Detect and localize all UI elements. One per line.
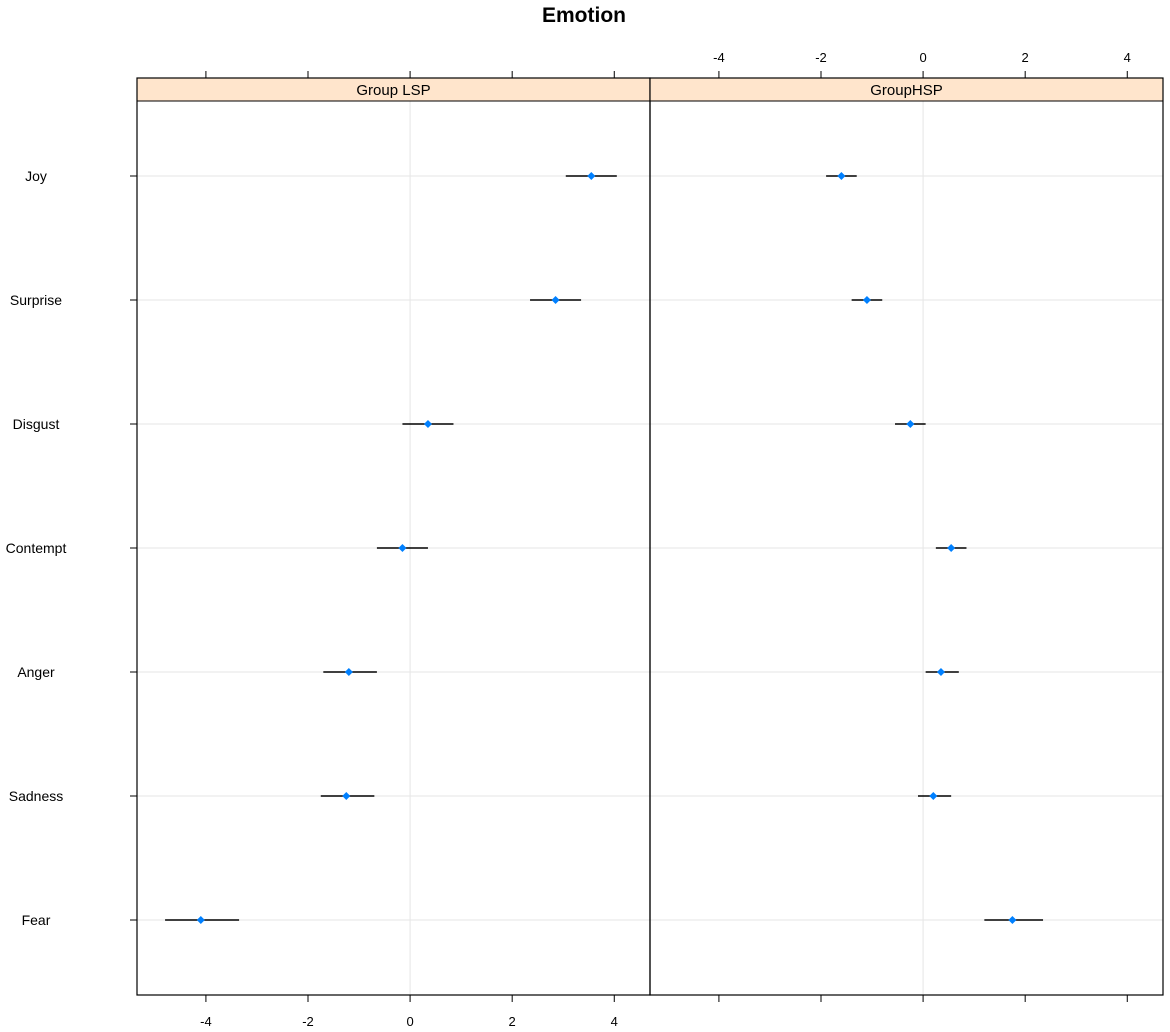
x-tick-label: 2 <box>509 1014 516 1029</box>
category-label: Disgust <box>13 416 60 432</box>
category-label: Surprise <box>10 292 62 308</box>
x-tick-label: 0 <box>919 50 926 65</box>
data-point <box>398 544 407 552</box>
data-point <box>906 420 915 428</box>
data-point <box>342 792 351 800</box>
category-labels: Joy Surprise Disgust Contempt Anger Sadness Fe… <box>6 168 137 928</box>
data-point <box>423 420 432 428</box>
data-point <box>837 172 846 180</box>
category-label: Anger <box>17 664 55 680</box>
panel-strip-label: GroupHSP <box>870 82 943 99</box>
x-tick-label: -2 <box>815 50 827 65</box>
data-marks <box>165 172 1044 924</box>
data-point <box>929 792 938 800</box>
data-point <box>936 668 945 676</box>
panel-frame <box>649 77 1164 996</box>
x-tick-label: -2 <box>302 1014 314 1029</box>
axes: -4 -2 0 2 4 -4 -2 0 2 4 <box>200 50 1131 1029</box>
data-point <box>1008 916 1017 924</box>
category-label: Joy <box>25 168 47 184</box>
panel-frame <box>136 77 651 996</box>
data-point <box>196 916 205 924</box>
category-label: Sadness <box>9 788 63 804</box>
x-tick-label: 4 <box>1124 50 1131 65</box>
data-point <box>344 668 353 676</box>
x-tick-label: -4 <box>713 50 725 65</box>
chart-title: Emotion <box>542 4 626 27</box>
category-label: Contempt <box>6 540 67 556</box>
panel-frames: Group LSP GroupHSP <box>136 77 1164 996</box>
x-tick-label: 2 <box>1022 50 1029 65</box>
x-tick-label: 4 <box>611 1014 618 1029</box>
data-point <box>551 296 560 304</box>
data-point <box>587 172 596 180</box>
grid-layer <box>137 101 1163 995</box>
data-point <box>947 544 956 552</box>
x-tick-label: -4 <box>200 1014 212 1029</box>
x-tick-label: 0 <box>406 1014 413 1029</box>
category-label: Fear <box>22 912 51 928</box>
data-point <box>862 296 871 304</box>
panel-strip-label: Group LSP <box>356 82 430 99</box>
